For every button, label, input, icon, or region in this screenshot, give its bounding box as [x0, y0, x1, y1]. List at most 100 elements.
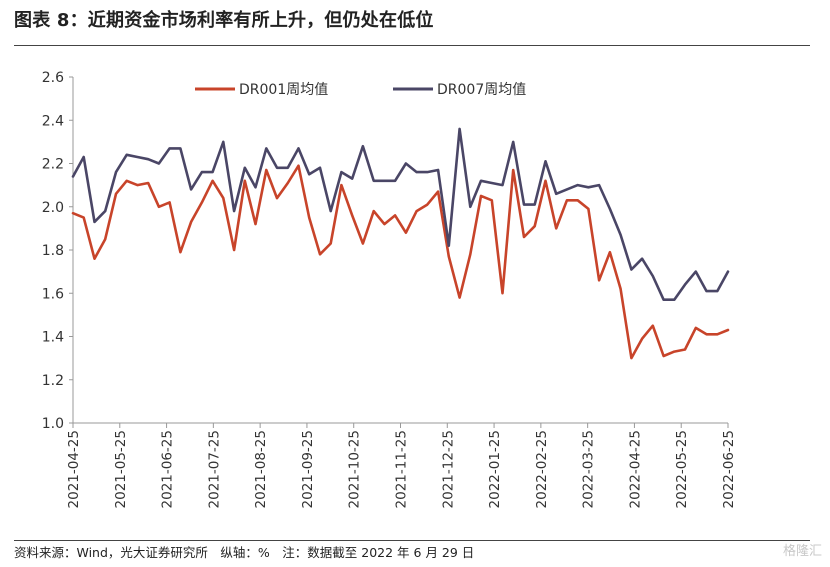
data-point [211, 179, 214, 182]
chart-title: 图表 8：近期资金市场利率有所上升，但仍处在低位 [14, 10, 434, 31]
y-tick-label: 2.0 [42, 200, 64, 216]
data-point [125, 179, 128, 182]
data-point [286, 166, 289, 169]
data-point [415, 210, 418, 213]
data-point [587, 186, 590, 189]
data-point [115, 171, 117, 173]
data-point [566, 199, 568, 202]
y-tick-label: 2.4 [42, 113, 64, 129]
data-point [576, 199, 579, 202]
data-point [705, 290, 708, 292]
y-tick-label: 1.4 [42, 330, 64, 346]
data-point [501, 292, 504, 295]
data-point [458, 128, 461, 130]
watermark-logo: 格隆汇 [782, 544, 822, 559]
data-point [437, 169, 439, 171]
series-line-dr007 [71, 127, 730, 301]
data-point [415, 171, 418, 173]
data-point [201, 201, 203, 204]
data-point [136, 184, 139, 187]
data-point [233, 249, 236, 251]
data-point [179, 147, 182, 150]
data-point [319, 166, 321, 169]
data-point [222, 197, 225, 200]
data-point [340, 171, 343, 173]
data-point [82, 216, 85, 219]
data-point [158, 205, 160, 208]
data-point [405, 231, 407, 234]
series-layer [71, 127, 730, 360]
data-point [254, 186, 257, 189]
data-point [104, 210, 107, 213]
y-tick-label: 2.6 [42, 70, 64, 86]
data-point [469, 253, 472, 256]
x-tick-label: 2022-04-25 [627, 430, 643, 508]
data-point [501, 184, 504, 187]
chart-legend: DR001周均值 DR007周均值 [195, 82, 526, 98]
data-point [211, 171, 214, 173]
x-tick-label: 2022-06-25 [721, 430, 737, 508]
data-point [555, 192, 558, 195]
footer-rule [14, 540, 810, 541]
data-point [383, 223, 386, 226]
data-point [447, 244, 450, 247]
data-point [351, 177, 354, 180]
data-point [523, 203, 525, 206]
data-point [190, 221, 193, 223]
x-tick-label: 2021-09-25 [300, 430, 316, 508]
data-point [694, 327, 697, 329]
data-point [383, 179, 386, 182]
line-chart: 1.0 1.2 1.4 1.6 1.8 2.0 2.2 2.4 2.6 2021-04-25 202… [42, 70, 737, 508]
data-point [297, 164, 300, 167]
data-point [630, 357, 633, 359]
x-tick-label: 2022-02-25 [534, 430, 550, 508]
y-tick-label: 2.2 [42, 157, 64, 173]
data-point [694, 270, 697, 273]
data-point [447, 255, 450, 258]
data-point [609, 208, 611, 210]
data-point [147, 158, 150, 161]
data-point [523, 236, 525, 238]
data-point [372, 179, 375, 182]
data-point [437, 190, 439, 193]
data-point [641, 337, 643, 340]
data-point [179, 251, 182, 254]
x-tick-label: 2021-11-25 [394, 430, 410, 508]
data-point [158, 162, 160, 165]
data-point [329, 210, 332, 213]
data-point [684, 283, 686, 286]
data-point [243, 179, 246, 182]
chart-axes: 1.0 1.2 1.4 1.6 1.8 2.0 2.2 2.4 2.6 2021-04-25 202… [42, 70, 737, 508]
data-point [716, 333, 719, 336]
data-point [641, 257, 643, 260]
data-point [201, 171, 203, 173]
x-tick-label: 2021-08-25 [253, 430, 269, 508]
data-point [490, 182, 493, 184]
data-point [168, 201, 171, 204]
data-point [276, 197, 278, 200]
data-point [104, 238, 107, 241]
data-point [93, 257, 96, 260]
data-point [490, 199, 493, 202]
data-point [265, 169, 268, 171]
data-point [480, 179, 482, 182]
data-point [115, 192, 117, 195]
title-underline [14, 45, 810, 46]
data-point [72, 212, 74, 215]
x-tick-label: 2021-04-25 [66, 430, 82, 508]
x-tick-label: 2021-06-25 [160, 430, 176, 508]
data-point [555, 227, 558, 230]
x-tick-label: 2022-03-25 [581, 430, 597, 508]
data-point [651, 275, 654, 277]
data-point [362, 145, 364, 148]
data-point [254, 223, 257, 226]
data-point [684, 348, 686, 351]
data-point [351, 214, 354, 217]
y-tick-label: 1.2 [42, 373, 64, 389]
data-point [458, 296, 461, 299]
data-point [619, 288, 622, 290]
data-point [598, 184, 600, 187]
x-tick-label: 2022-01-25 [487, 430, 503, 508]
data-point [566, 188, 568, 191]
data-point [480, 195, 482, 197]
